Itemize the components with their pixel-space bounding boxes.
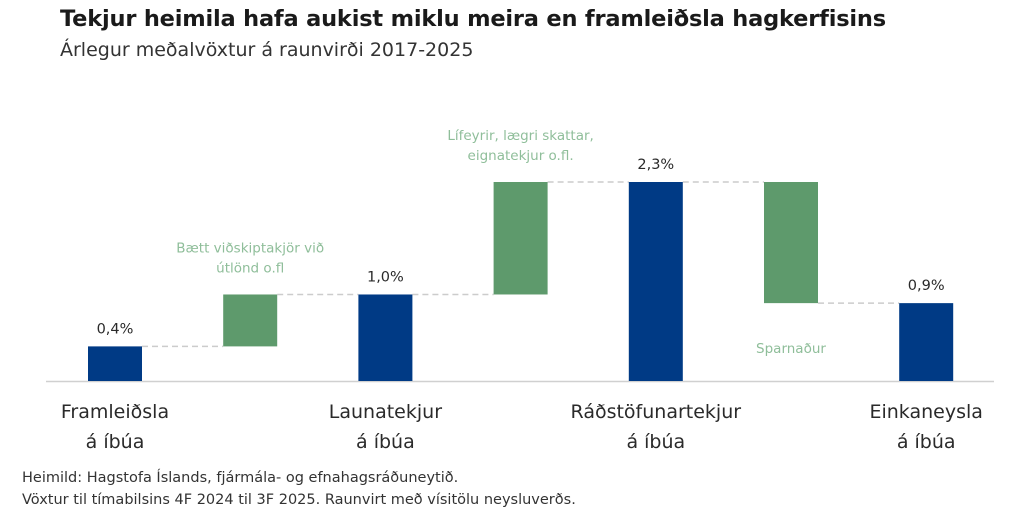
category-label: Ráðstöfunartekjur <box>571 401 742 423</box>
category-label: á íbúa <box>626 431 685 453</box>
annotation-label: Bætt viðskiptakjör við <box>176 240 324 256</box>
annotation-label: útlönd o.fl <box>216 260 284 276</box>
category-label: á íbúa <box>86 431 145 453</box>
footnote: Vöxtur til tímabilsins 4F 2024 til 3F 20… <box>22 492 576 508</box>
value-label: 0,4% <box>97 321 134 337</box>
delta-bar <box>493 182 548 295</box>
delta-bar <box>223 294 278 347</box>
category-label: á íbúa <box>356 431 415 453</box>
annotation-label: Sparnaður <box>756 341 826 357</box>
annotation-label: Lífeyrir, lægri skattar, <box>447 128 594 144</box>
total-bar <box>628 182 683 381</box>
category-label: á íbúa <box>897 431 956 453</box>
total-bar <box>88 346 142 381</box>
category-label: Launatekjur <box>329 401 442 423</box>
annotation-label: eignatekjur o.fl. <box>468 148 574 164</box>
total-bar <box>899 303 954 381</box>
value-label: 1,0% <box>367 269 404 285</box>
chart-subtitle: Árlegur meðalvöxtur á raunvirði 2017-202… <box>60 39 474 61</box>
category-label: Framleiðsla <box>61 401 169 423</box>
value-label: 0,9% <box>908 278 945 294</box>
value-label: 2,3% <box>637 157 674 173</box>
source-note: Heimild: Hagstofa Íslands, fjármála- og … <box>22 470 459 486</box>
category-label: Einkaneysla <box>869 401 982 423</box>
delta-bar <box>764 182 818 304</box>
chart-title: Tekjur heimila hafa aukist miklu meira e… <box>60 6 886 32</box>
total-bar <box>358 294 413 381</box>
